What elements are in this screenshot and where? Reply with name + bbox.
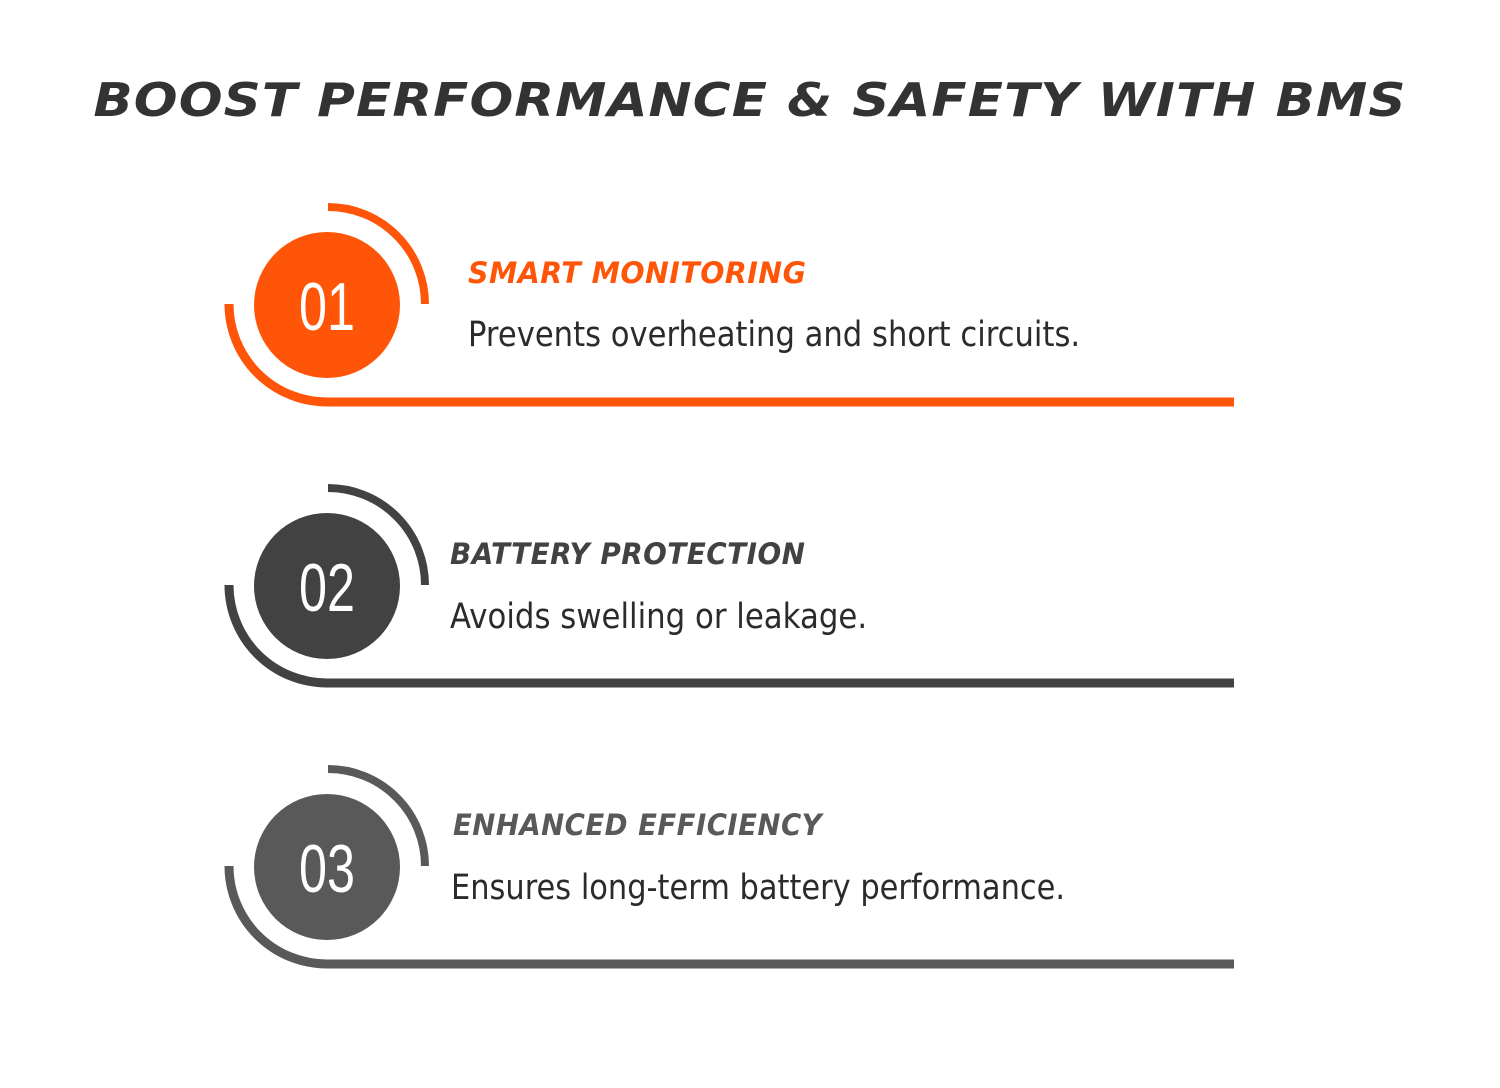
item-3-number: 03 — [299, 831, 355, 907]
item-2-underline — [224, 584, 1234, 688]
item-2-number-badge — [254, 513, 400, 659]
item-1-number: 01 — [299, 269, 355, 345]
item-2-outer-arc — [327, 484, 429, 586]
item-1-graphic — [224, 203, 1234, 407]
item-1-description: Prevents overheating and short circuits. — [468, 315, 1081, 355]
item-2-description: Avoids swelling or leakage. — [450, 597, 868, 637]
item-1-outer-arc — [327, 203, 429, 305]
item-1-underline — [224, 303, 1234, 407]
item-3-outer-arc — [327, 765, 429, 867]
item-3-graphic — [224, 765, 1234, 969]
item-2-heading: BATTERY PROTECTION — [450, 537, 806, 571]
item-3-underline — [224, 865, 1234, 969]
item-3-heading: ENHANCED EFFICIENCY — [453, 808, 823, 842]
item-3-description: Ensures long-term battery performance. — [451, 868, 1066, 908]
item-2-graphic — [224, 484, 1234, 688]
item-3-number-badge — [254, 794, 400, 940]
page-title: BOOST PERFORMANCE & SAFETY WITH BMS — [93, 73, 1407, 127]
item-1-heading: SMART MONITORING — [468, 256, 807, 290]
item-1-number-badge — [254, 232, 400, 378]
item-2-number: 02 — [299, 550, 355, 626]
